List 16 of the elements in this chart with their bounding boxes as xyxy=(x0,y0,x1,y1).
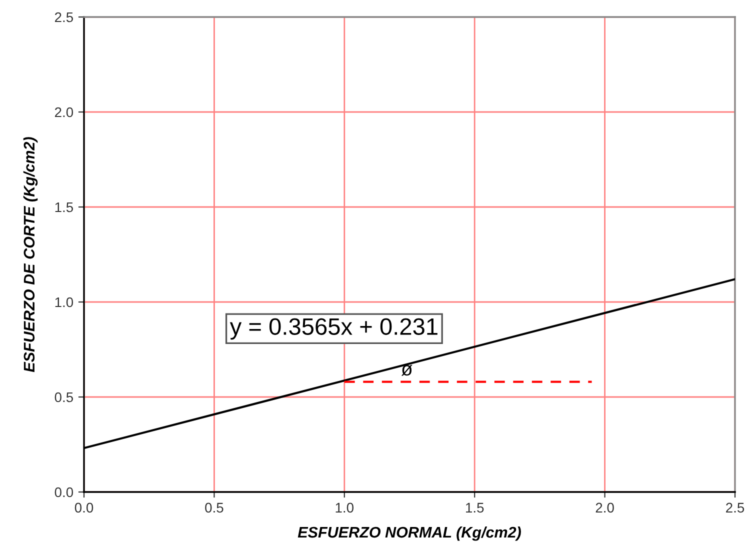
x-tick-label: 0.0 xyxy=(74,502,94,513)
y-tick-label: 2.5 xyxy=(54,12,74,22)
x-tick-label: 2.5 xyxy=(726,502,744,513)
y-tick-label: 0.0 xyxy=(54,487,74,498)
x-axis-title: ESFUERZO NORMAL (Kg/cm2) xyxy=(298,526,521,541)
x-tick-label: 1.0 xyxy=(336,502,354,513)
x-tick-label: 2.0 xyxy=(596,502,614,513)
y-axis-title: ESFUERZO DE CORTE (Kg/cm2) xyxy=(23,137,38,372)
y-tick-label: 1.0 xyxy=(55,297,74,308)
annotation: y = 0.3565x + 0.231 xyxy=(230,318,438,340)
annotation: ø xyxy=(401,364,412,376)
y-tick-label: 1.5 xyxy=(55,202,74,212)
y-tick-label: 2.0 xyxy=(54,107,74,118)
x-tick-label: 0.5 xyxy=(205,502,224,513)
x-tick-label: 1.5 xyxy=(466,502,484,513)
y-tick-label: 0.5 xyxy=(54,392,74,402)
